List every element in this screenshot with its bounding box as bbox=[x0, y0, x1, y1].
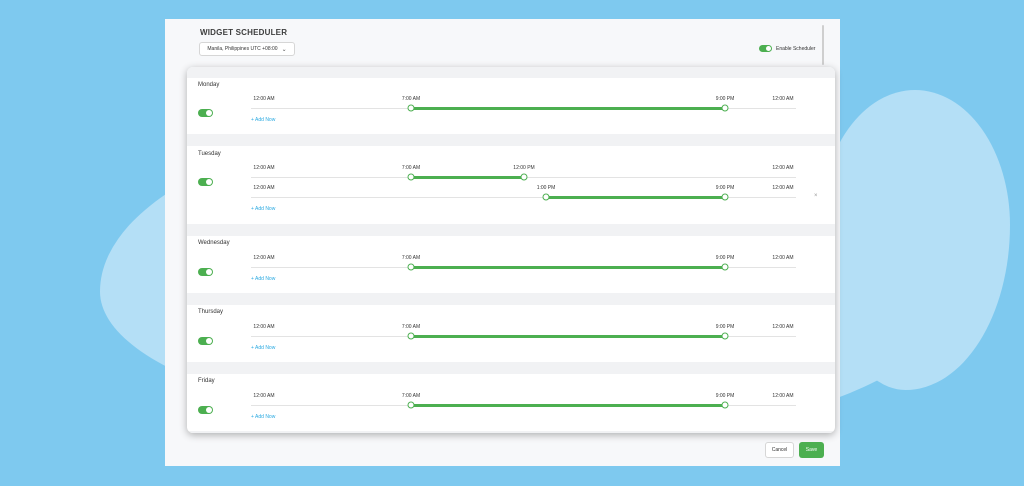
start-handle[interactable] bbox=[407, 332, 415, 340]
end-time-label: 9:00 PM bbox=[715, 96, 735, 102]
range-end-label: 12:00 AM bbox=[772, 324, 794, 330]
start-handle[interactable] bbox=[407, 263, 415, 271]
add-now-link[interactable]: + Add Now bbox=[251, 414, 276, 420]
day-name: Monday bbox=[198, 82, 220, 88]
day-name: Thursday bbox=[198, 309, 224, 315]
toggle-switch[interactable] bbox=[198, 406, 213, 414]
toggle-switch[interactable] bbox=[198, 109, 213, 117]
divider bbox=[187, 224, 835, 236]
end-time-label: 9:00 PM bbox=[715, 255, 735, 261]
divider bbox=[187, 134, 835, 146]
time-range-bar bbox=[411, 176, 524, 179]
range-end-label: 12:00 AM bbox=[772, 185, 794, 191]
day-name: Friday bbox=[198, 378, 215, 384]
schedule-card: Monday 12:00 AM 7:00 AM 9:00 PM 12:00 AM… bbox=[187, 67, 835, 433]
time-range-bar bbox=[411, 335, 725, 338]
start-time-label: 7:00 AM bbox=[401, 393, 421, 399]
day-toggle[interactable] bbox=[198, 263, 213, 281]
close-icon[interactable]: × bbox=[814, 193, 818, 199]
divider bbox=[187, 67, 835, 78]
add-now-link[interactable]: + Add Now bbox=[251, 276, 276, 282]
end-handle[interactable] bbox=[721, 332, 729, 340]
range-start-label: 12:00 AM bbox=[253, 324, 275, 330]
range-end-label: 12:00 AM bbox=[772, 393, 794, 399]
start-handle[interactable] bbox=[407, 173, 415, 181]
day-toggle[interactable] bbox=[198, 332, 213, 350]
range-start-label: 12:00 AM bbox=[253, 96, 275, 102]
add-now-link[interactable]: + Add Now bbox=[251, 117, 276, 123]
add-now-link[interactable]: + Add Now bbox=[251, 345, 276, 351]
end-time-label: 12:00 PM bbox=[513, 165, 535, 171]
range-start-label: 12:00 AM bbox=[253, 255, 275, 261]
end-time-label: 9:00 PM bbox=[715, 324, 735, 330]
day-toggle[interactable] bbox=[198, 104, 213, 122]
chevron-down-icon: ⌄ bbox=[281, 46, 287, 53]
range-start-label: 12:00 AM bbox=[253, 165, 275, 171]
day-toggle[interactable] bbox=[198, 173, 213, 191]
end-time-label: 9:00 PM bbox=[715, 393, 735, 399]
start-time-label: 7:00 AM bbox=[401, 255, 421, 261]
scrollbar[interactable] bbox=[822, 25, 824, 65]
end-handle[interactable] bbox=[721, 263, 729, 271]
timezone-value: Manila, Philippines UTC +08:00 bbox=[207, 46, 278, 52]
range-end-label: 12:00 AM bbox=[772, 255, 794, 261]
timezone-select[interactable]: Manila, Philippines UTC +08:00 ⌄ bbox=[199, 42, 295, 56]
divider bbox=[187, 362, 835, 374]
enable-scheduler-label: Enable Scheduler bbox=[776, 45, 816, 52]
end-handle[interactable] bbox=[520, 173, 528, 181]
toggle-switch[interactable] bbox=[198, 337, 213, 345]
enable-scheduler-toggle[interactable] bbox=[759, 45, 772, 52]
toggle-switch[interactable] bbox=[198, 178, 213, 186]
range-start-label: 12:00 AM bbox=[253, 185, 275, 191]
end-handle[interactable] bbox=[721, 193, 729, 201]
time-range-bar bbox=[546, 196, 725, 199]
enable-scheduler: Enable Scheduler bbox=[759, 45, 815, 52]
start-handle[interactable] bbox=[407, 104, 415, 112]
end-handle[interactable] bbox=[721, 401, 729, 409]
divider bbox=[187, 431, 835, 433]
day-toggle[interactable] bbox=[198, 401, 213, 419]
scheduler-panel: WIDGET SCHEDULER Manila, Philippines UTC… bbox=[165, 19, 840, 466]
toggle-switch[interactable] bbox=[198, 268, 213, 276]
end-handle[interactable] bbox=[721, 104, 729, 112]
start-time-label: 1:00 PM bbox=[536, 185, 556, 191]
day-name: Wednesday bbox=[198, 240, 230, 246]
start-time-label: 7:00 AM bbox=[401, 96, 421, 102]
add-now-link[interactable]: + Add Now bbox=[251, 206, 276, 212]
range-start-label: 12:00 AM bbox=[253, 393, 275, 399]
time-range-bar bbox=[411, 266, 725, 269]
start-handle[interactable] bbox=[542, 193, 550, 201]
background-blob bbox=[820, 90, 1010, 390]
day-name: Tuesday bbox=[198, 151, 221, 157]
range-end-label: 12:00 AM bbox=[772, 96, 794, 102]
start-time-label: 7:00 AM bbox=[401, 165, 421, 171]
start-handle[interactable] bbox=[407, 401, 415, 409]
divider bbox=[187, 293, 835, 305]
range-end-label: 12:00 AM bbox=[772, 165, 794, 171]
start-time-label: 7:00 AM bbox=[401, 324, 421, 330]
cancel-button[interactable]: Cancel bbox=[765, 442, 794, 458]
end-time-label: 9:00 PM bbox=[715, 185, 735, 191]
time-range-bar bbox=[411, 107, 725, 110]
time-range-bar bbox=[411, 404, 725, 407]
page-title: WIDGET SCHEDULER bbox=[200, 28, 288, 37]
save-button[interactable]: Save bbox=[799, 442, 824, 458]
time-track bbox=[251, 197, 796, 198]
